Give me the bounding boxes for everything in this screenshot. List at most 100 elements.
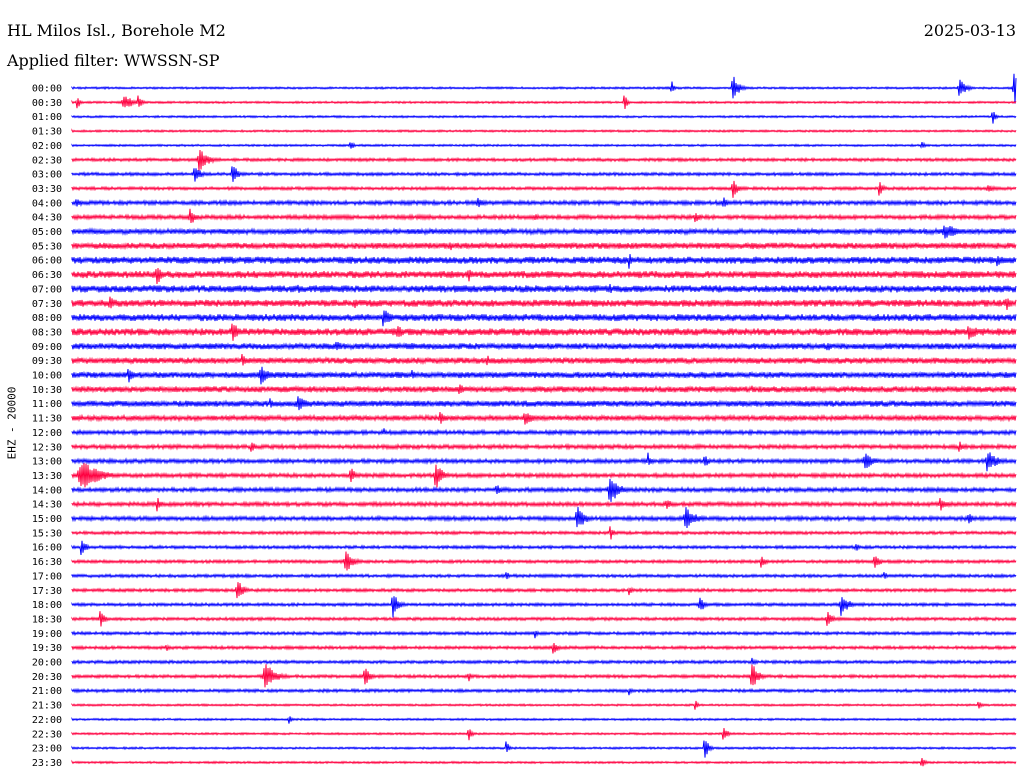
time-tick-label: 03:00 bbox=[32, 170, 62, 181]
time-tick-label: 10:30 bbox=[32, 385, 62, 396]
trace-line bbox=[71, 657, 1017, 666]
time-tick-label: 16:30 bbox=[32, 557, 62, 568]
trace-line bbox=[71, 112, 1017, 124]
time-tick-label: 11:00 bbox=[32, 399, 62, 410]
time-tick-label: 13:30 bbox=[32, 471, 62, 482]
trace-line bbox=[71, 296, 1017, 310]
trace-line bbox=[71, 73, 1017, 104]
trace-line bbox=[71, 727, 1017, 741]
time-tick-label: 10:00 bbox=[32, 371, 62, 382]
trace-line bbox=[71, 208, 1017, 224]
trace-line bbox=[71, 687, 1017, 696]
trace-line bbox=[71, 310, 1017, 327]
time-tick-label: 06:30 bbox=[32, 270, 62, 281]
trace-line bbox=[71, 95, 1017, 110]
trace-line bbox=[71, 166, 1017, 182]
trace-line bbox=[71, 596, 1017, 618]
time-tick-label: 20:30 bbox=[32, 672, 62, 683]
date-label: 2025-03-13 bbox=[923, 21, 1016, 40]
time-tick-label: 03:30 bbox=[32, 184, 62, 195]
time-tick-label: 15:30 bbox=[32, 528, 62, 539]
time-tick-label: 00:30 bbox=[32, 98, 62, 109]
time-tick-label: 12:30 bbox=[32, 442, 62, 453]
trace-line bbox=[71, 551, 1017, 571]
time-tick-label: 06:00 bbox=[32, 256, 62, 267]
trace-line bbox=[71, 354, 1017, 366]
time-tick-labels: 00:00 00:30 01:00 01:30 02:00 02:30 03:00 03:30… bbox=[32, 84, 62, 769]
time-tick-label: 23:00 bbox=[32, 744, 62, 755]
time-tick-label: 21:00 bbox=[32, 686, 62, 697]
trace-line bbox=[71, 412, 1017, 425]
time-tick-label: 18:30 bbox=[32, 614, 62, 625]
trace-line bbox=[71, 642, 1017, 654]
time-tick-label: 21:30 bbox=[32, 701, 62, 712]
time-tick-label: 01:00 bbox=[32, 112, 62, 123]
trace-line bbox=[71, 149, 1017, 171]
time-tick-label: 14:30 bbox=[32, 500, 62, 511]
trace-line bbox=[71, 540, 1017, 556]
time-tick-label: 05:30 bbox=[32, 241, 62, 252]
time-tick-label: 09:00 bbox=[32, 342, 62, 353]
trace-line bbox=[71, 572, 1017, 580]
time-tick-label: 13:00 bbox=[32, 457, 62, 468]
time-tick-label: 08:00 bbox=[32, 313, 62, 324]
time-tick-label: 22:30 bbox=[32, 729, 62, 740]
station-title: HL Milos Isl., Borehole M2 bbox=[7, 21, 226, 40]
trace-line bbox=[71, 452, 1017, 472]
trace-line bbox=[71, 463, 1017, 488]
trace-line bbox=[71, 241, 1017, 251]
time-tick-label: 16:00 bbox=[32, 543, 62, 554]
trace-line bbox=[71, 526, 1017, 540]
time-tick-label: 17:00 bbox=[32, 571, 62, 582]
time-tick-label: 17:30 bbox=[32, 586, 62, 597]
time-tick-label: 11:30 bbox=[32, 414, 62, 425]
trace-line bbox=[71, 740, 1017, 758]
trace-line bbox=[71, 758, 1017, 767]
trace-line bbox=[71, 582, 1017, 599]
time-tick-label: 18:00 bbox=[32, 600, 62, 611]
trace-line bbox=[71, 428, 1017, 437]
time-tick-label: 00:00 bbox=[32, 84, 62, 95]
trace-line bbox=[71, 478, 1017, 502]
time-tick-label: 01:30 bbox=[32, 127, 62, 138]
time-tick-label: 02:00 bbox=[32, 141, 62, 152]
time-tick-label: 02:30 bbox=[32, 155, 62, 166]
time-tick-label: 22:00 bbox=[32, 715, 62, 726]
trace-line bbox=[71, 441, 1017, 452]
time-tick-label: 15:00 bbox=[32, 514, 62, 525]
time-tick-label: 04:30 bbox=[32, 213, 62, 224]
trace-line bbox=[71, 254, 1017, 269]
time-tick-label: 23:30 bbox=[32, 758, 62, 769]
trace-line bbox=[71, 225, 1017, 239]
time-tick-label: 12:00 bbox=[32, 428, 62, 439]
time-tick-label: 19:00 bbox=[32, 629, 62, 640]
seismic-traces bbox=[71, 73, 1017, 767]
time-tick-label: 14:00 bbox=[32, 485, 62, 496]
trace-line bbox=[71, 611, 1017, 627]
trace-line bbox=[71, 180, 1017, 198]
trace-line bbox=[71, 497, 1017, 512]
time-tick-label: 05:00 bbox=[32, 227, 62, 238]
trace-line bbox=[71, 141, 1017, 149]
trace-line bbox=[71, 341, 1017, 351]
time-tick-label: 04:00 bbox=[32, 198, 62, 209]
trace-line bbox=[71, 716, 1017, 724]
trace-line bbox=[71, 396, 1017, 411]
trace-line bbox=[71, 267, 1017, 285]
trace-line bbox=[71, 366, 1017, 385]
trace-line bbox=[71, 630, 1017, 639]
trace-line bbox=[71, 323, 1017, 341]
time-tick-label: 09:30 bbox=[32, 356, 62, 367]
trace-line bbox=[71, 700, 1017, 710]
trace-line bbox=[71, 283, 1017, 294]
trace-line bbox=[71, 664, 1017, 688]
trace-line bbox=[71, 197, 1017, 208]
time-tick-label: 07:00 bbox=[32, 284, 62, 295]
trace-line bbox=[71, 506, 1017, 529]
filter-label: Applied filter: WWSSN-SP bbox=[7, 51, 220, 70]
time-tick-label: 08:30 bbox=[32, 327, 62, 338]
time-tick-label: 20:00 bbox=[32, 658, 62, 669]
time-tick-label: 19:30 bbox=[32, 643, 62, 654]
trace-line bbox=[71, 384, 1017, 394]
